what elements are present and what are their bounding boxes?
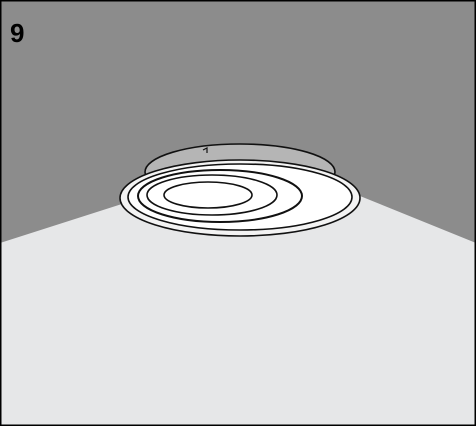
lamp-ring xyxy=(127,163,353,231)
ceiling xyxy=(0,0,476,243)
step-number: 9 xyxy=(10,18,24,48)
ceiling-lamp xyxy=(119,143,361,237)
lamp-ring xyxy=(146,174,278,216)
lamp-screw xyxy=(202,147,208,153)
lamp-ring xyxy=(163,181,253,209)
lamp-ring xyxy=(137,169,303,223)
